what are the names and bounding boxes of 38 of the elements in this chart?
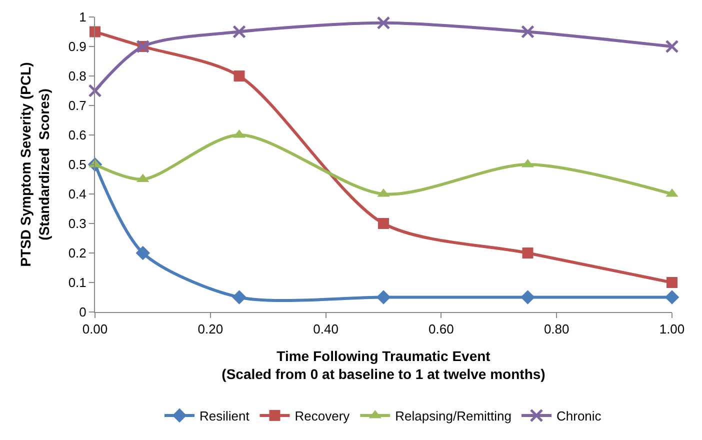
x-axis-title: Time Following Traumatic Event (Scaled from 0 at baseline to 1 at twelve months): [222, 348, 546, 382]
x-tick-label: 0.00: [82, 322, 108, 337]
y-tick-label: 0.5: [68, 157, 86, 172]
legend-label: Chronic: [556, 408, 602, 424]
y-tick-label: 0: [79, 304, 86, 320]
y-tick-label: 0.2: [68, 246, 86, 261]
y-axis-title: PTSD Symptom Severity (PCL) (Standardized Scores): [18, 62, 52, 267]
y-tick-label: 1: [79, 10, 86, 25]
point: [88, 84, 102, 98]
point: [520, 290, 535, 304]
point: [665, 40, 679, 54]
x-tick-label: 0.40: [313, 322, 338, 337]
legend-label: Resilient: [200, 408, 250, 424]
point: [234, 70, 245, 82]
x-tick-label: 0.20: [198, 322, 224, 337]
y-tick-label: 0.8: [68, 68, 86, 84]
point: [522, 248, 534, 258]
x-tick-label: 0.60: [428, 322, 454, 337]
point: [666, 277, 678, 288]
legend-label: Recovery: [294, 408, 350, 424]
point: [664, 290, 680, 304]
y-tick-label: 0.7: [68, 98, 86, 114]
y-tick-label: 0.4: [68, 186, 86, 202]
point: [232, 25, 246, 38]
point: [90, 26, 100, 38]
y-tick-label: 0.9: [68, 39, 86, 54]
point: [378, 218, 389, 229]
point: [376, 290, 391, 304]
x-tick-label: 1.00: [659, 322, 685, 337]
x-tick-label: 0.80: [544, 322, 570, 337]
legend-label: Relapsing/Remitting: [395, 408, 512, 424]
point: [376, 16, 390, 30]
y-tick-label: 0.6: [68, 128, 86, 143]
point: [136, 246, 150, 260]
y-tick-label: 0.3: [68, 216, 86, 232]
point: [521, 25, 534, 38]
y-tick-label: 0.1: [68, 275, 86, 290]
point: [232, 290, 246, 304]
